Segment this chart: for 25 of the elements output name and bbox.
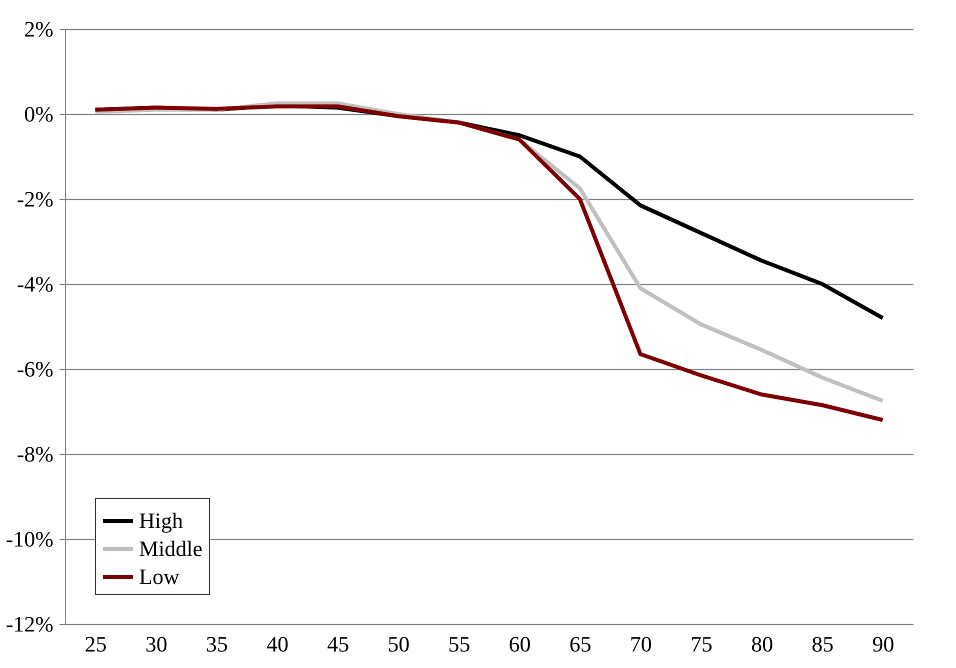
legend-label: Low <box>139 564 180 589</box>
y-tick-label: -8% <box>16 442 54 466</box>
x-tick-label: 70 <box>630 632 652 656</box>
y-tick-label: -6% <box>16 356 54 382</box>
x-tick-label: 75 <box>690 632 712 656</box>
y-tick-label: -4% <box>16 272 54 296</box>
x-tick-label: 25 <box>84 632 107 656</box>
x-tick-label: 55 <box>448 632 470 656</box>
y-tick-label: -10% <box>6 526 54 552</box>
x-tick-label: 40 <box>266 632 288 656</box>
legend-label: High <box>139 508 183 533</box>
x-tick-label: 65 <box>569 632 592 656</box>
legend-label: Middle <box>139 536 203 561</box>
x-tick-label: 35 <box>206 632 228 656</box>
y-tick-label: 0% <box>24 102 54 126</box>
x-tick-label: 50 <box>388 632 410 656</box>
x-tick-label: 30 <box>145 632 168 656</box>
y-tick-label: -2% <box>16 186 54 212</box>
x-tick-label: 85 <box>812 632 834 656</box>
x-tick-label: 45 <box>327 632 350 656</box>
x-tick-label: 80 <box>751 632 774 656</box>
x-tick-label: 90 <box>872 632 894 656</box>
x-tick-label: 60 <box>508 632 531 656</box>
y-tick-label: 2% <box>24 16 54 42</box>
y-tick-label: -12% <box>6 612 54 636</box>
